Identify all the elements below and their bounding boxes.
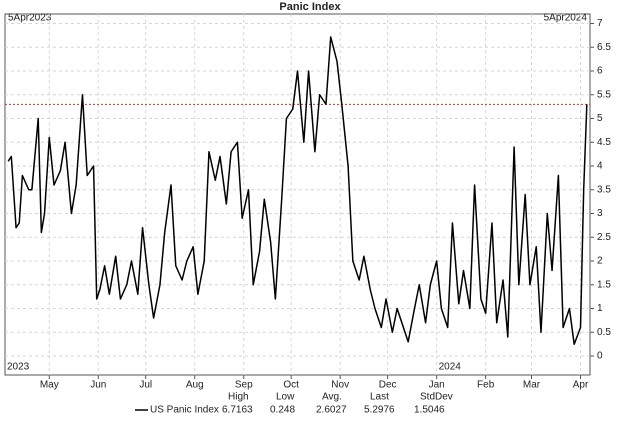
chart-title: Panic Index: [279, 1, 341, 13]
y-tick-label: 5.5: [597, 89, 611, 100]
stat-value: 0.248: [270, 405, 295, 416]
y-tick-label: 4.5: [597, 137, 611, 148]
stat-label: StdDev: [420, 392, 453, 403]
stat-value: 5.2976: [364, 405, 395, 416]
x-tick-label: Jun: [90, 380, 106, 391]
year-label: 2023: [7, 362, 30, 373]
y-tick-label: 7: [597, 18, 603, 29]
y-tick-label: 4: [597, 161, 603, 172]
y-tick-label: 2.5: [597, 232, 611, 243]
x-tick-label: Nov: [331, 380, 349, 391]
x-tick-label: Jul: [139, 380, 152, 391]
end-label: 5Apr2024: [544, 13, 588, 24]
stat-label: High: [228, 392, 249, 403]
y-tick-label: 1: [597, 303, 603, 314]
stat-value: 2.6027: [316, 405, 347, 416]
stat-label: Last: [370, 392, 389, 403]
y-tick-label: 0: [597, 351, 603, 362]
x-tick-label: Jan: [429, 380, 445, 391]
x-tick-label: Oct: [283, 380, 299, 391]
y-tick-label: 5: [597, 113, 603, 124]
plot-frame: [4, 13, 591, 376]
x-tick-label: Apr: [573, 380, 589, 391]
stat-value: 6.7163: [222, 405, 253, 416]
x-tick-label: Feb: [477, 380, 495, 391]
y-tick-label: 3.5: [597, 184, 611, 195]
x-tick-label: May: [40, 380, 59, 391]
y-tick-label: 3: [597, 208, 603, 219]
y-tick-label: 1.5: [597, 279, 611, 290]
x-tick-label: Sep: [235, 380, 253, 391]
x-tick-label: Mar: [523, 380, 541, 391]
stat-label: Avg.: [322, 392, 342, 403]
stat-value: 1.5046: [414, 405, 445, 416]
x-tick-label: Dec: [379, 380, 397, 391]
start-label: 5Apr2023: [8, 13, 52, 24]
y-tick-label: 2: [597, 256, 603, 267]
x-tick-label: Aug: [186, 380, 204, 391]
y-tick-label: 0.5: [597, 327, 611, 338]
y-tick-label: 6: [597, 66, 603, 77]
y-tick-label: 6.5: [597, 42, 611, 53]
legend-label: US Panic Index: [150, 405, 219, 416]
stat-label: Low: [276, 392, 295, 403]
line-series: [7, 36, 588, 345]
year-label: 2024: [439, 362, 462, 373]
